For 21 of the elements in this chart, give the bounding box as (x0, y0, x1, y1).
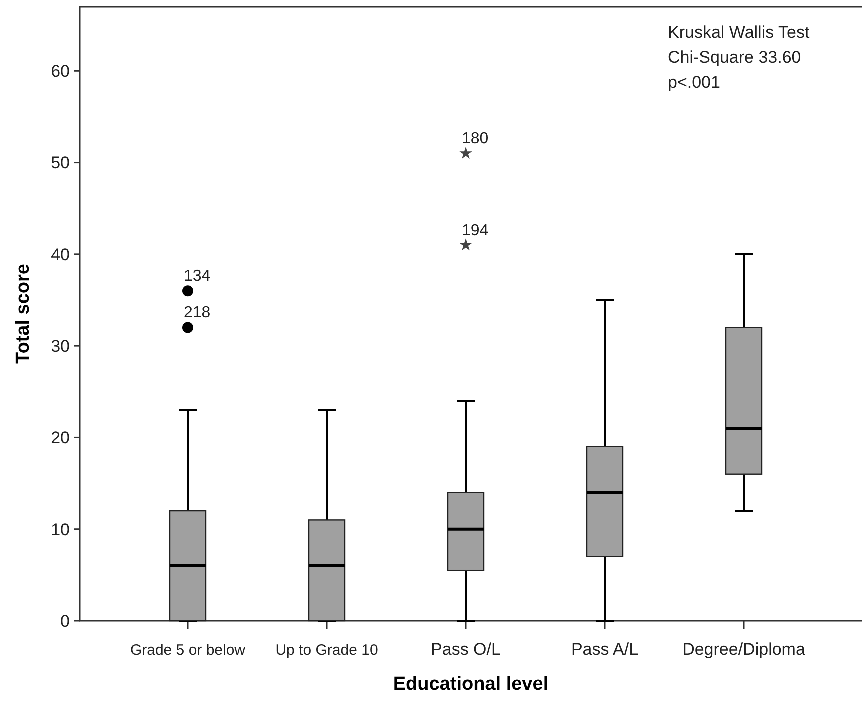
annotation: 194 (462, 222, 489, 240)
y-tick-label: 40 (51, 245, 70, 264)
annotation: 134 (184, 268, 211, 286)
annotation: Chi-Square 33.60 (668, 48, 802, 67)
y-tick-label: 50 (51, 154, 70, 173)
y-tick-label: 10 (51, 520, 70, 540)
x-tick-label: Pass O/L (431, 640, 501, 659)
x-tick-label: Up to Grade 10 (276, 642, 378, 659)
annotation: 218 (184, 304, 211, 322)
annotation: 180 (462, 130, 489, 148)
x-axis-title: Educational level (393, 674, 549, 695)
y-tick-label: 30 (51, 337, 70, 356)
y-tick-label: 20 (51, 428, 70, 448)
annotation: p<.001 (668, 73, 720, 92)
y-axis-title: Total score (13, 264, 34, 364)
x-tick-label: Pass A/L (571, 640, 639, 659)
annotation: Kruskal Wallis Test (668, 23, 810, 42)
x-tick-label: Degree/Diploma (682, 640, 806, 659)
y-tick-label: 60 (51, 62, 70, 82)
y-tick-label: 0 (60, 612, 70, 631)
x-tick-label: Grade 5 or below (130, 642, 246, 659)
